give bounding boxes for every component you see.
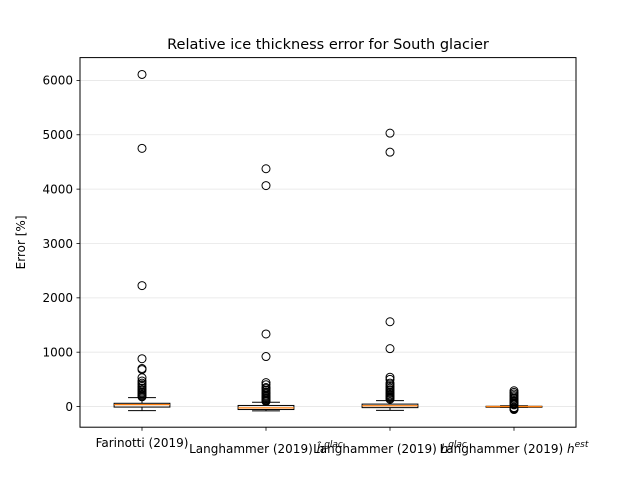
y-tick-label: 5000 bbox=[42, 128, 73, 142]
chart-title: Relative ice thickness error for South g… bbox=[167, 37, 489, 53]
x-tick-label: Farinotti (2019) bbox=[96, 436, 189, 450]
outlier-point bbox=[385, 374, 395, 384]
box-2 bbox=[237, 164, 295, 412]
outlier-point bbox=[137, 281, 147, 291]
box-plot-series bbox=[113, 69, 543, 415]
x-tick-label: Langhammer (2019) hest bbox=[440, 440, 589, 456]
outlier-point bbox=[261, 181, 271, 191]
y-tick-label: 0 bbox=[65, 400, 73, 414]
plot-area-frame bbox=[79, 57, 577, 428]
y-axis-ticks: 0 1000 2000 3000 4000 5000 6000 bbox=[42, 74, 80, 414]
outlier-point bbox=[137, 376, 147, 386]
outlier-point bbox=[137, 354, 147, 364]
outlier-point bbox=[261, 352, 271, 362]
outlier-point bbox=[137, 69, 147, 79]
box-1 bbox=[113, 69, 171, 412]
outlier-point bbox=[509, 405, 519, 415]
x-tick-label: Langhammer (2019) ĥglac bbox=[189, 440, 343, 456]
y-tick-label: 4000 bbox=[42, 182, 73, 196]
x-axis-ticks: Farinotti (2019) Langhammer (2019) ĥglacL… bbox=[96, 427, 589, 456]
box-4 bbox=[485, 386, 543, 415]
outlier-point bbox=[509, 400, 519, 410]
y-tick-label: 1000 bbox=[42, 345, 73, 359]
grid-lines bbox=[80, 80, 576, 407]
x-tick-label: Langhammer (2019) hglac bbox=[313, 440, 467, 456]
y-tick-label: 6000 bbox=[42, 74, 73, 88]
outlier-point bbox=[385, 394, 395, 404]
y-axis-label: Error [%] bbox=[14, 215, 28, 269]
outlier-point bbox=[137, 143, 147, 153]
outlier-point bbox=[385, 317, 395, 327]
outlier-point bbox=[137, 373, 147, 383]
box-3 bbox=[361, 128, 419, 411]
outlier-point bbox=[385, 128, 395, 138]
outlier-point bbox=[261, 164, 271, 174]
outlier-point bbox=[385, 147, 395, 157]
outlier-point bbox=[261, 396, 271, 406]
outlier-point bbox=[385, 344, 395, 354]
y-tick-label: 3000 bbox=[42, 237, 73, 251]
outlier-point bbox=[261, 329, 271, 339]
y-tick-label: 2000 bbox=[42, 291, 73, 305]
outlier-point bbox=[137, 392, 147, 402]
